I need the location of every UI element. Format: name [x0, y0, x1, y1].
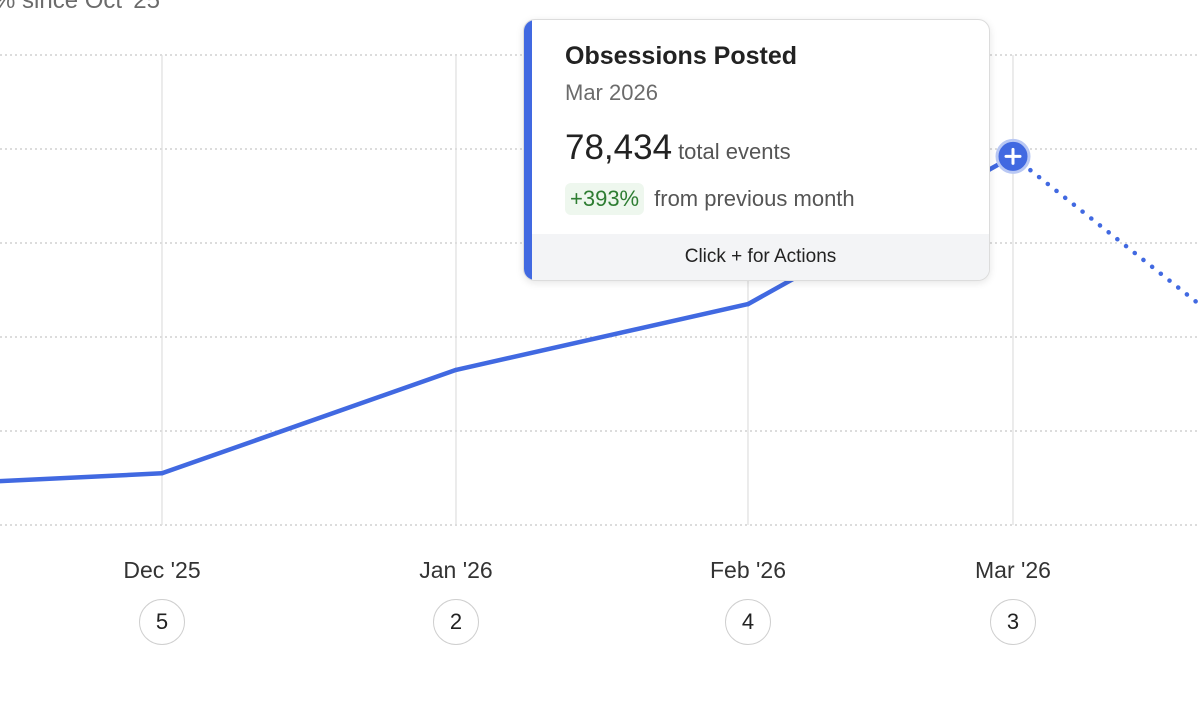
tooltip-unit: total events — [678, 139, 791, 164]
x-tick-label: Mar '26 — [975, 557, 1051, 583]
x-tick-label: Jan '26 — [419, 557, 493, 583]
tooltip-change-row: +393% from previous month — [565, 183, 855, 215]
x-tick-label: Dec '25 — [123, 557, 201, 583]
tooltip-actions-hint[interactable]: Click + for Actions — [532, 234, 989, 280]
add-action-point-button[interactable] — [995, 138, 1031, 174]
tooltip-title: Obsessions Posted — [565, 42, 798, 70]
annotation-count-badge[interactable]: 4 — [725, 599, 771, 645]
series-line-projected-segment — [1010, 154, 1199, 307]
series-line-segment — [0, 471, 165, 484]
change-text: from previous month — [654, 186, 855, 211]
annotation-count-badge[interactable]: 3 — [990, 599, 1036, 645]
data-tooltip: Obsessions Posted Mar 2026 78,434 total e… — [523, 19, 990, 281]
series-line-segment — [453, 301, 751, 373]
tooltip-date: Mar 2026 — [565, 80, 658, 105]
x-tick-label: Feb '26 — [710, 557, 786, 583]
change-badge: +393% — [565, 183, 645, 215]
tooltip-accent-bar — [524, 20, 532, 280]
annotation-count-badge[interactable]: 2 — [433, 599, 479, 645]
tooltip-value: 78,434 — [565, 128, 673, 167]
annotation-count-badge[interactable]: 5 — [139, 599, 185, 645]
tooltip-value-row: 78,434 total events — [565, 128, 791, 168]
series-line-segment — [159, 367, 459, 476]
chart-subtitle-partial: % since Oct '25 — [0, 0, 160, 14]
